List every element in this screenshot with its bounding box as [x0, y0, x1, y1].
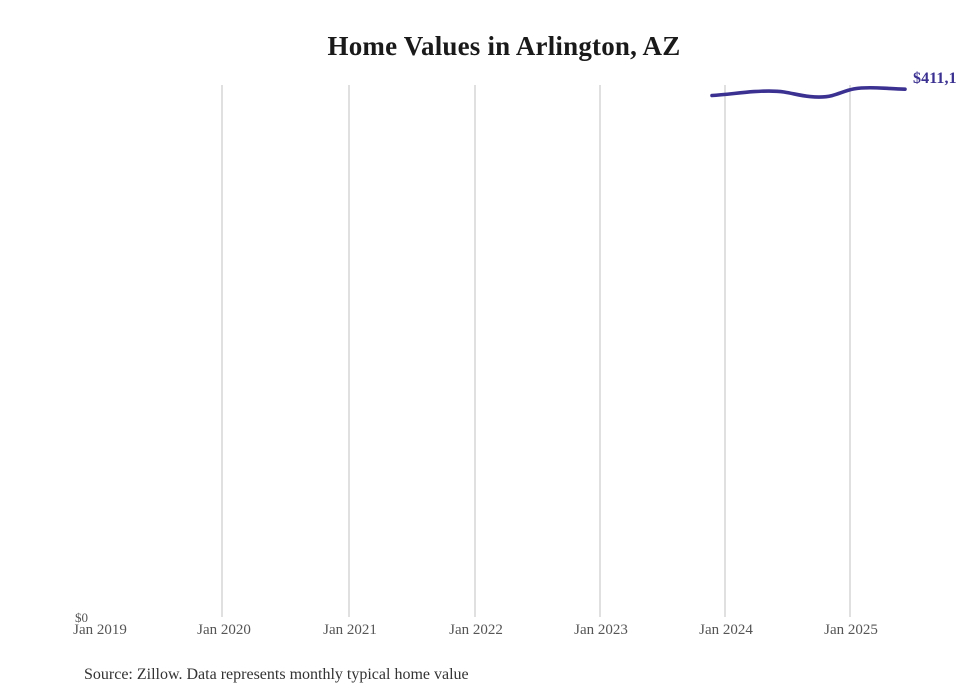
y-tick-label-0: $0 — [75, 610, 88, 625]
x-tick-label-jan-2025: Jan 2025 — [824, 622, 878, 638]
series-end-value-label: $411,1 — [913, 70, 957, 87]
chart-title: Home Values in Arlington, AZ — [327, 31, 681, 61]
x-tick-label-jan-2021: Jan 2021 — [323, 622, 377, 638]
x-tick-label-jan-2020: Jan 2020 — [197, 622, 251, 638]
data-series-typical-home-value — [710, 85, 907, 99]
x-tick-label-jan-2024: Jan 2024 — [699, 622, 753, 638]
source-note: Source: Zillow. Data represents monthly … — [84, 666, 469, 683]
x-tick-label-jan-2023: Jan 2023 — [574, 622, 628, 638]
x-tick-label-jan-2022: Jan 2022 — [449, 622, 503, 638]
x-tick-label-jan-2019: Jan 2019 — [73, 622, 127, 638]
gridlines — [221, 85, 851, 617]
